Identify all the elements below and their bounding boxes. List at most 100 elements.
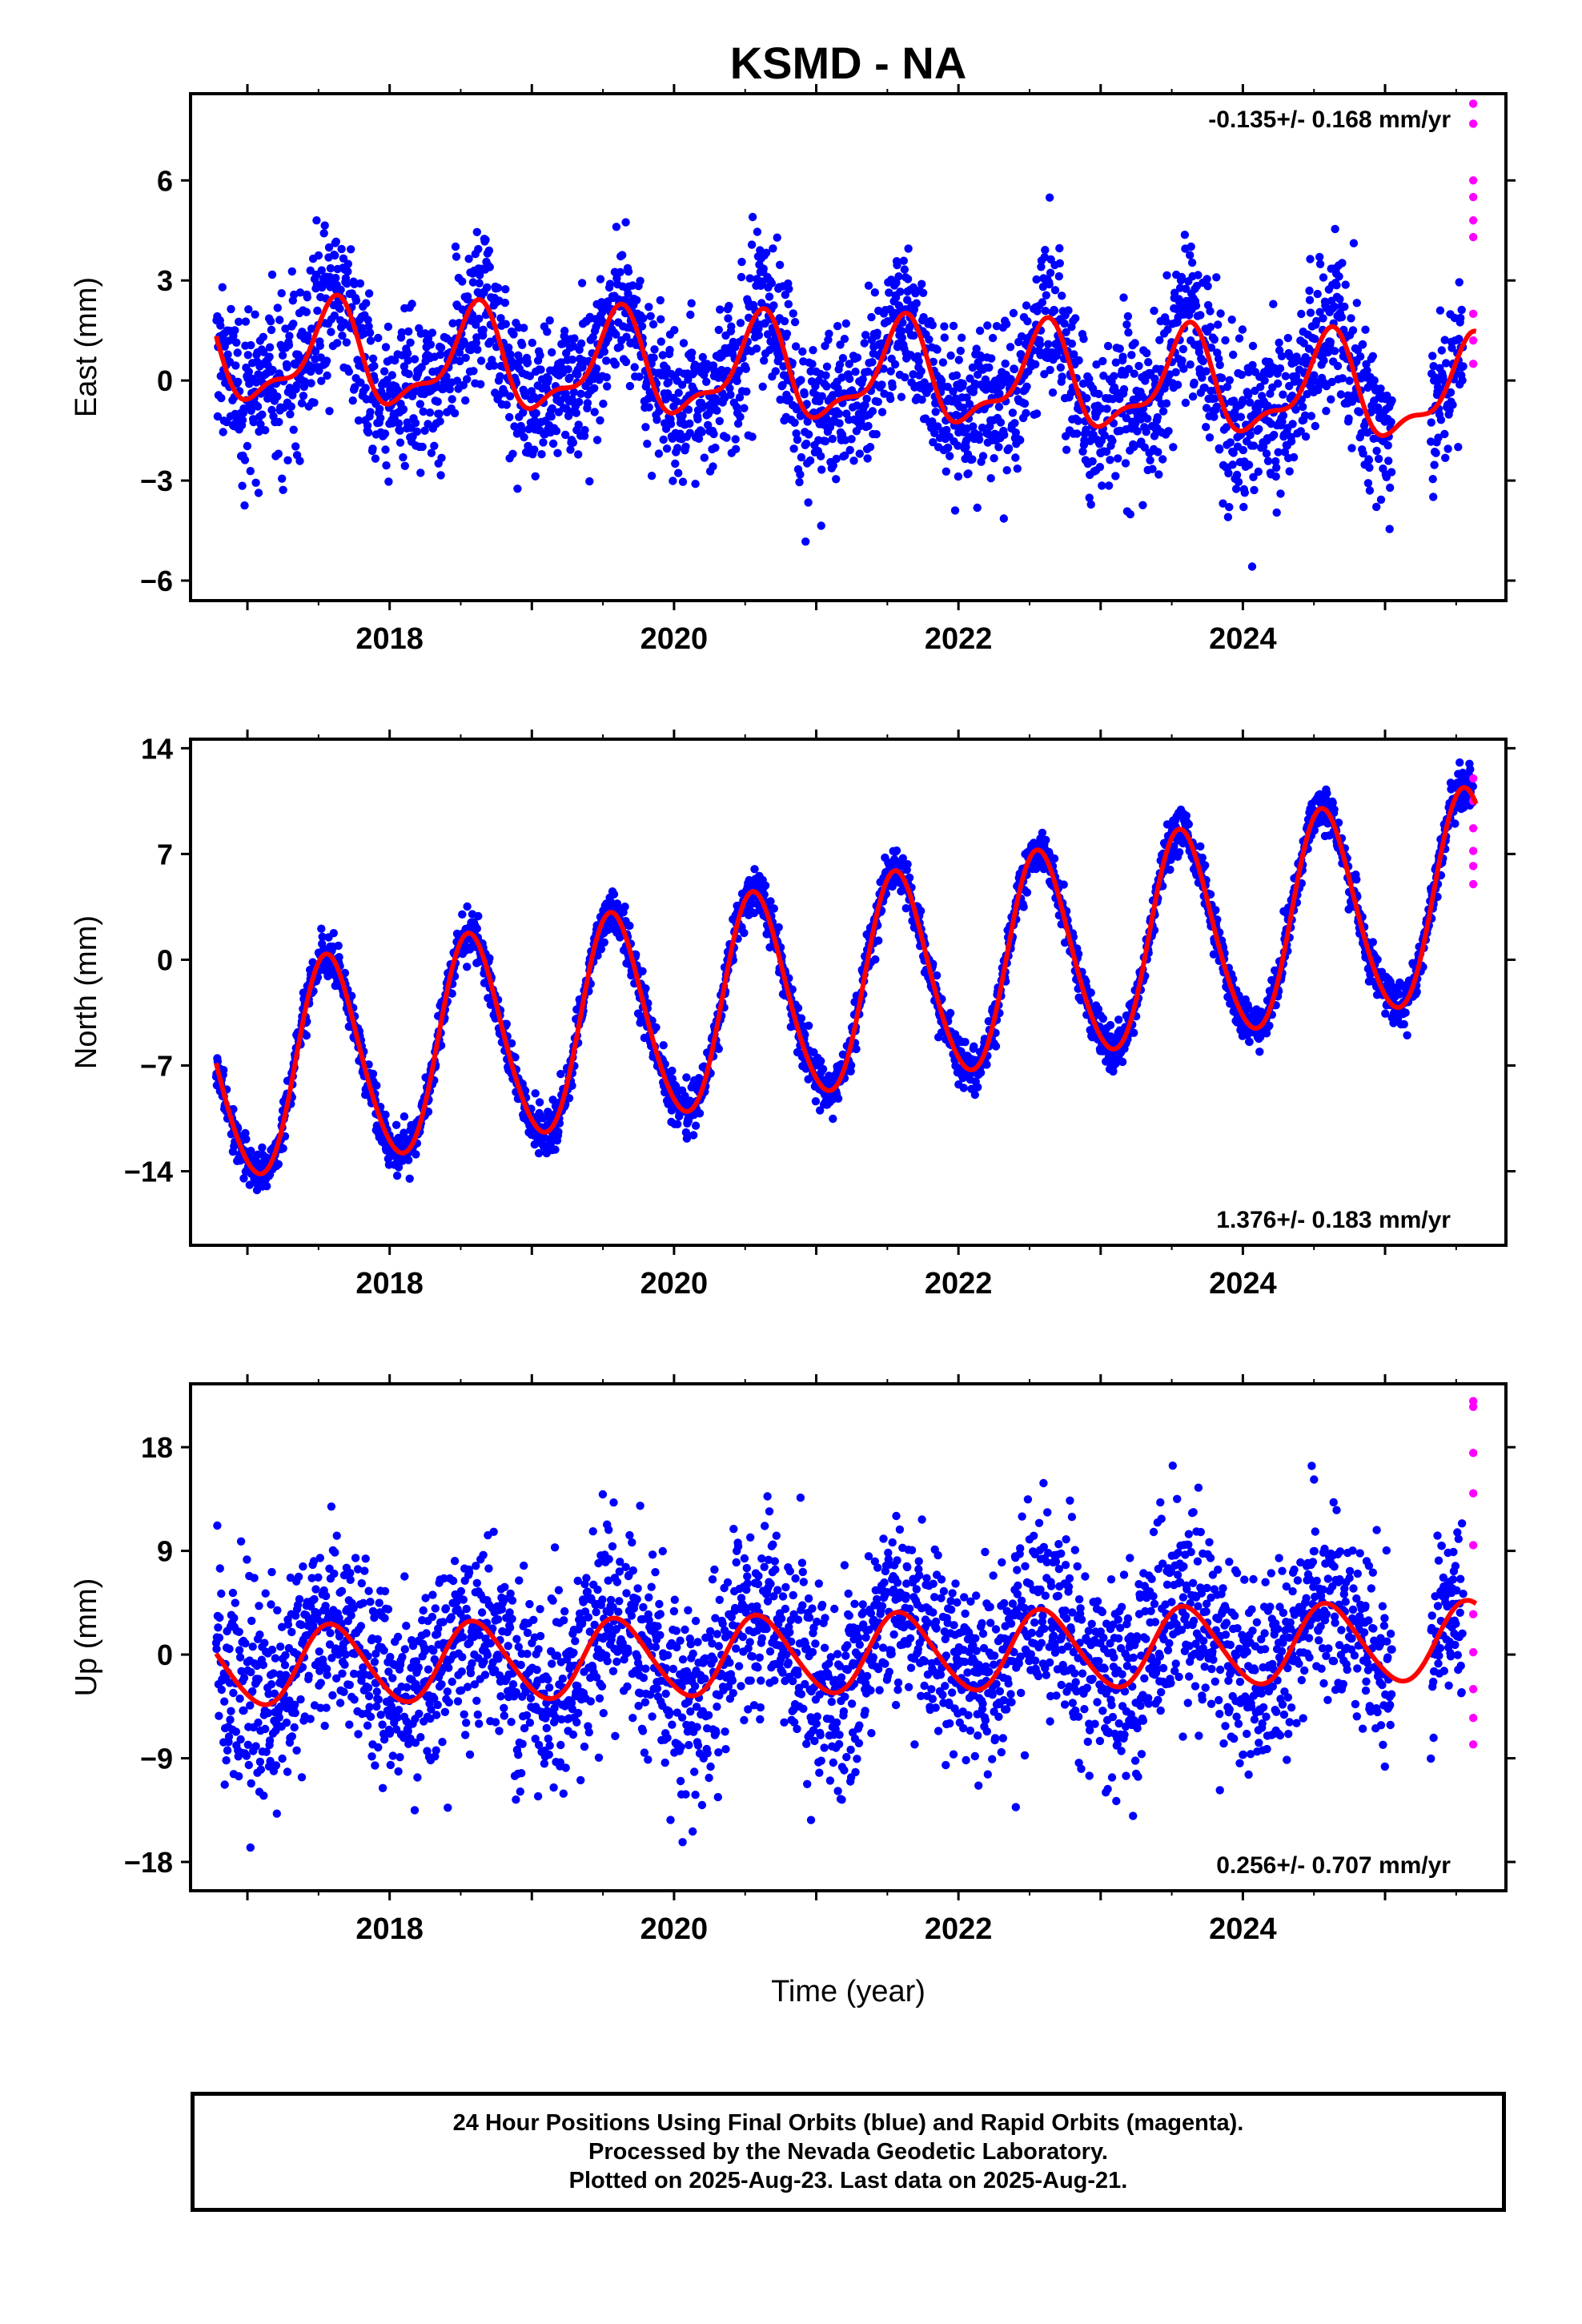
final-orbit-point <box>520 324 528 332</box>
final-orbit-point <box>343 259 352 268</box>
final-orbit-point <box>649 353 658 362</box>
final-orbit-point <box>621 357 631 367</box>
x-tick-label: 2020 <box>640 622 709 656</box>
final-orbit-point <box>323 971 332 981</box>
final-orbit-point <box>1263 456 1273 465</box>
final-orbit-point <box>917 367 926 376</box>
final-orbit-point <box>802 439 811 448</box>
final-orbit-point <box>632 296 641 304</box>
final-orbit-point <box>1428 352 1437 360</box>
final-orbit-point <box>1363 366 1371 375</box>
final-orbit-point <box>1245 398 1255 407</box>
final-orbit-point <box>818 1064 828 1074</box>
final-orbit-point <box>985 363 994 372</box>
final-orbit-point <box>1271 456 1280 466</box>
final-orbit-point <box>1085 375 1094 384</box>
final-orbit-point <box>371 454 380 463</box>
final-orbit-point <box>1169 443 1178 452</box>
final-orbit-point <box>307 324 316 333</box>
final-orbit-point <box>853 353 862 362</box>
final-orbit-point <box>656 296 665 305</box>
final-orbit-point <box>243 441 252 451</box>
final-orbit-point <box>502 400 511 409</box>
final-orbit-point <box>574 450 583 459</box>
final-orbit-point <box>771 367 780 376</box>
final-orbit-point <box>363 428 373 437</box>
final-orbit-point <box>638 967 647 976</box>
final-orbit-point <box>1203 275 1211 283</box>
final-orbit-point <box>315 366 323 375</box>
final-orbit-point <box>241 1128 250 1138</box>
final-orbit-point <box>344 367 353 376</box>
final-orbit-point <box>484 246 494 255</box>
final-orbit-point <box>716 305 725 314</box>
final-orbit-point <box>1335 272 1343 281</box>
final-orbit-point <box>1038 298 1047 307</box>
final-orbit-point <box>886 394 895 404</box>
final-orbit-point <box>861 400 869 409</box>
final-orbit-point <box>519 408 528 417</box>
final-orbit-point <box>436 344 446 352</box>
final-orbit-point <box>1133 427 1142 436</box>
final-orbit-point <box>761 881 770 891</box>
final-orbit-point <box>962 443 970 452</box>
final-orbit-point <box>1058 372 1066 381</box>
final-orbit-point <box>1180 231 1190 239</box>
final-orbit-point <box>568 1081 576 1091</box>
final-orbit-point <box>1086 436 1094 445</box>
chart-title: KSMD - NA <box>730 38 967 88</box>
final-orbit-point <box>501 320 510 328</box>
final-orbit-point <box>1240 489 1250 497</box>
final-orbit-point <box>1272 508 1281 517</box>
final-orbit-point <box>518 340 527 349</box>
final-orbit-point <box>931 408 940 416</box>
final-orbit-point <box>929 357 938 366</box>
final-orbit-point <box>780 316 789 326</box>
final-orbit-point <box>329 929 338 938</box>
final-orbit-point <box>1442 359 1451 368</box>
final-orbit-point <box>394 419 404 428</box>
final-orbit-point <box>274 449 283 458</box>
y-tick-label: 0 <box>157 364 173 397</box>
final-orbit-point <box>416 468 425 477</box>
final-orbit-point <box>724 314 733 323</box>
final-orbit-point <box>392 1171 402 1180</box>
final-orbit-point <box>804 498 813 507</box>
final-orbit-point <box>898 318 907 327</box>
final-orbit-point <box>381 343 391 352</box>
final-orbit-point <box>588 332 597 342</box>
final-orbit-point <box>1372 502 1381 512</box>
final-orbit-point <box>285 332 294 340</box>
final-orbit-point <box>548 1096 557 1104</box>
final-orbit-point <box>428 328 437 337</box>
final-orbit-point <box>1186 242 1195 251</box>
final-orbit-point <box>347 245 355 254</box>
final-orbit-point <box>436 471 445 480</box>
final-orbit-point <box>691 480 700 489</box>
final-orbit-point <box>485 954 494 963</box>
final-orbit-point <box>1048 388 1058 397</box>
final-orbit-point <box>958 333 966 342</box>
final-orbit-point <box>1123 312 1133 321</box>
final-orbit-point <box>735 393 745 402</box>
final-orbit-point <box>289 425 298 434</box>
final-orbit-point <box>1010 364 1019 374</box>
final-orbit-point <box>964 469 973 478</box>
final-orbit-point <box>404 1156 413 1164</box>
final-orbit-point <box>822 382 831 391</box>
final-orbit-point <box>1155 336 1164 344</box>
final-orbit-point <box>1098 356 1107 366</box>
final-orbit-point <box>335 953 343 962</box>
final-orbit-point <box>363 421 372 430</box>
final-orbit-point <box>973 503 982 513</box>
final-orbit-point <box>231 361 240 370</box>
final-orbit-point <box>647 472 656 480</box>
final-orbit-point <box>741 364 750 373</box>
final-orbit-point <box>1229 448 1238 457</box>
final-orbit-point <box>733 376 741 385</box>
final-orbit-point <box>1002 466 1011 475</box>
final-orbit-point <box>1238 325 1247 334</box>
final-orbit-point <box>379 367 389 376</box>
final-orbit-point <box>1219 499 1227 508</box>
final-orbit-point <box>1073 429 1082 438</box>
